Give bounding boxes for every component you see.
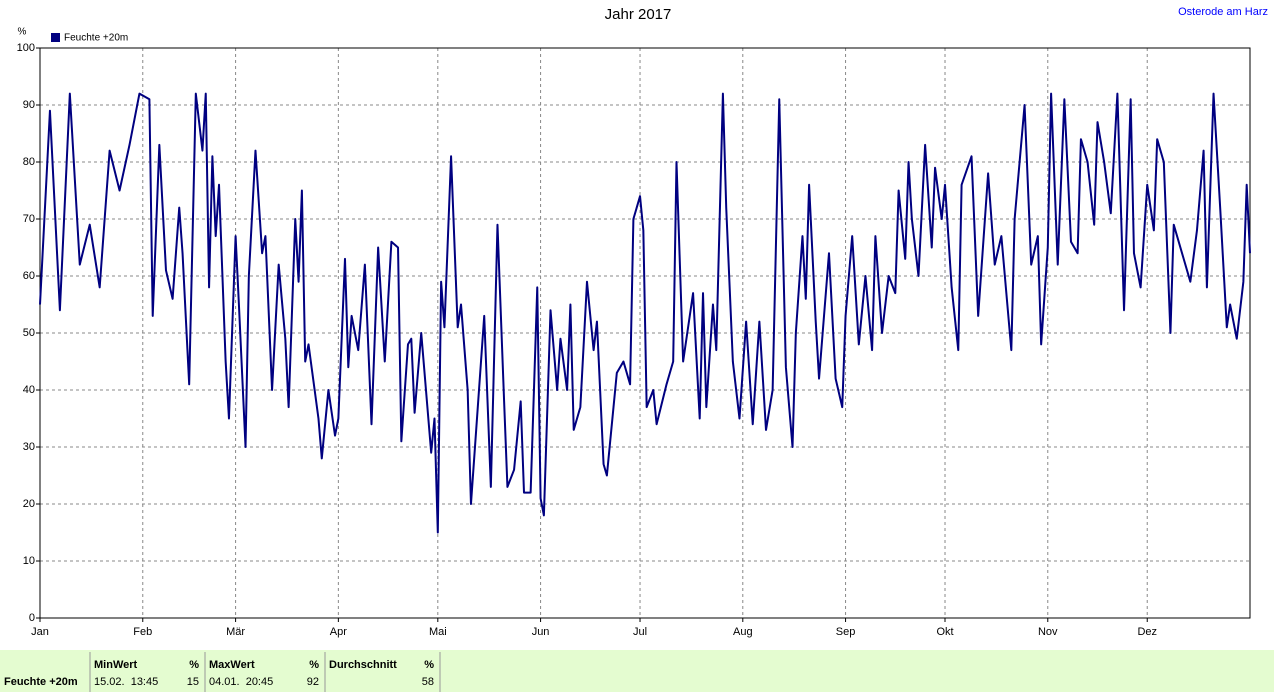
stats-band <box>0 650 1274 692</box>
station: Osterode am Harz <box>1178 6 1268 18</box>
legend-swatch <box>51 33 60 42</box>
y-tick-label: 30 <box>23 441 35 453</box>
x-tick-label: Feb <box>133 626 152 638</box>
stats-value: 15 <box>187 676 199 688</box>
stats-unit: % <box>424 659 434 671</box>
stats-header: Durchschnitt <box>329 659 397 671</box>
stats-unit: % <box>189 659 199 671</box>
x-tick-label: Jun <box>532 626 550 638</box>
stats-value: 58 <box>422 676 434 688</box>
y-tick-label: 10 <box>23 555 35 567</box>
stats-row-label: Feuchte +20m <box>4 676 78 688</box>
x-tick-label: Sep <box>836 626 856 638</box>
y-tick-label: 100 <box>17 42 35 54</box>
chart-title: Jahr 2017 <box>605 6 672 23</box>
stats-time: 15.02. 13:45 <box>94 676 158 688</box>
y-tick-label: 60 <box>23 270 35 282</box>
y-tick-label: 20 <box>23 498 35 510</box>
x-tick-label: Mai <box>429 626 447 638</box>
x-tick-label: Nov <box>1038 626 1058 638</box>
y-unit: % <box>18 27 27 38</box>
stats-unit: % <box>309 659 319 671</box>
stats-value: 92 <box>307 676 319 688</box>
x-tick-label: Mär <box>226 626 245 638</box>
x-tick-label: Jul <box>633 626 647 638</box>
x-tick-label: Jan <box>31 626 49 638</box>
x-tick-label: Okt <box>936 626 953 638</box>
stats-header: MinWert <box>94 659 138 671</box>
x-tick-label: Apr <box>330 626 347 638</box>
x-tick-label: Dez <box>1137 626 1157 638</box>
y-tick-label: 40 <box>23 384 35 396</box>
plot-frame <box>39 47 1251 619</box>
stats-header: MaxWert <box>209 659 255 671</box>
legend-label: Feuchte +20m <box>64 33 128 44</box>
y-tick-label: 80 <box>23 156 35 168</box>
y-tick-label: 70 <box>23 213 35 225</box>
y-tick-label: 50 <box>23 327 35 339</box>
x-tick-label: Aug <box>733 626 753 638</box>
stats-time: 04.01. 20:45 <box>209 676 273 688</box>
y-tick-label: 0 <box>29 612 35 624</box>
series-line <box>39 92 1251 534</box>
y-tick-label: 90 <box>23 99 35 111</box>
